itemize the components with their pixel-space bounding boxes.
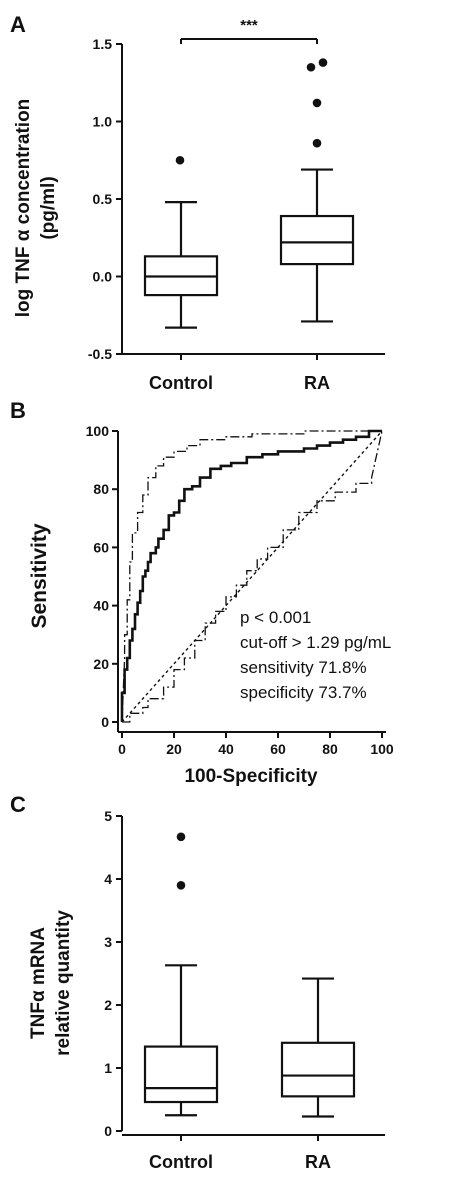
panel-b-ylabel: Sensitivity — [28, 523, 51, 628]
panel-a-ylabel-line1: log TNF α concentration — [13, 99, 34, 318]
y-tick-label: 4 — [104, 871, 112, 887]
y-tick-label: 1 — [104, 1060, 112, 1076]
panel-c-category-control: Control — [149, 1152, 213, 1172]
x-tick-label: 20 — [166, 741, 182, 757]
y-tick-label: 80 — [93, 481, 109, 497]
annotation-cutoff: cut-off > 1.29 pg/mL — [240, 633, 391, 652]
outlier-point — [318, 58, 328, 67]
y-tick-label: 5 — [104, 808, 112, 824]
x-tick-label: 60 — [270, 741, 286, 757]
y-tick-label: 1.0 — [93, 114, 113, 130]
x-tick-label: 0 — [118, 741, 126, 757]
y-tick-label: 2 — [104, 997, 112, 1013]
panel-a-letter: A — [10, 12, 26, 37]
panel-a-significance: *** — [180, 17, 318, 44]
panel-c-y-axis: 0 1 2 3 4 5 — [104, 808, 385, 1141]
y-tick-label: 40 — [93, 598, 109, 614]
panel-c-ylabel-line2: relative quantity — [53, 910, 74, 1056]
panel-a-ylabel-line2: (pg/ml) — [38, 176, 59, 239]
panel-c-category-ra: RA — [305, 1152, 331, 1172]
panel-b-roc: B Sensitivity 100-Specificity 0 20 40 60 80 1… — [10, 398, 394, 787]
y-tick-label: -0.5 — [88, 346, 112, 362]
outlier-point — [176, 832, 186, 842]
significance-label: *** — [240, 17, 258, 34]
panel-a-boxplot: A log TNF α concentration (pg/ml) -0.5 0.… — [10, 12, 385, 393]
outlier-point — [312, 138, 322, 148]
panel-b-axes: 0 20 40 60 80 100 0 20 40 60 80 100 — [86, 423, 394, 757]
panel-a-y-axis: -0.5 0.0 0.5 1.0 1.5 — [88, 36, 385, 362]
panel-b-annotation: p < 0.001 cut-off > 1.29 pg/mL sensitivi… — [240, 608, 391, 702]
annotation-sensitivity: sensitivity 71.8% — [240, 658, 367, 677]
x-tick-label: 100 — [370, 741, 394, 757]
outlier-point — [312, 98, 322, 108]
panel-a-category-ra: RA — [304, 373, 330, 393]
y-tick-label: 20 — [93, 656, 109, 672]
annotation-specificity: specificity 73.7% — [240, 683, 367, 702]
x-tick-label: 40 — [218, 741, 234, 757]
y-tick-label: 60 — [93, 539, 109, 555]
y-tick-label: 0 — [104, 1123, 112, 1139]
y-tick-label: 0.5 — [93, 191, 113, 207]
roc-reference-line — [121, 430, 383, 723]
roc-ci-upper-line — [121, 430, 382, 723]
panel-c-letter: C — [10, 792, 26, 817]
panel-c-boxplot: C TNFα mRNA relative quantity 0 1 2 3 4 5 Con… — [10, 792, 385, 1172]
roc-ci-lower-line — [122, 430, 383, 723]
panel-b-letter: B — [10, 398, 26, 423]
y-tick-label: 0 — [101, 714, 109, 730]
panel-b-series — [120, 429, 383, 723]
panel-a-category-control: Control — [149, 373, 213, 393]
roc-roc-line — [120, 429, 382, 722]
outlier-point — [176, 881, 186, 890]
x-tick-label: 80 — [322, 741, 338, 757]
y-tick-label: 0.0 — [93, 269, 113, 285]
y-tick-label: 100 — [86, 423, 110, 439]
panel-c-ylabel-line1: TNFα mRNA — [28, 927, 49, 1039]
y-tick-label: 1.5 — [93, 36, 113, 52]
panel-a-boxes — [143, 58, 355, 329]
outlier-point — [175, 155, 185, 165]
annotation-p-value: p < 0.001 — [240, 608, 311, 627]
panel-b-xlabel: 100-Specificity — [184, 766, 317, 787]
panel-c-boxes — [143, 832, 356, 1118]
box-iqr — [280, 1041, 356, 1098]
box-iqr — [279, 214, 355, 266]
box-iqr — [143, 1045, 219, 1104]
outlier-point — [306, 62, 316, 72]
y-tick-label: 3 — [104, 934, 112, 950]
